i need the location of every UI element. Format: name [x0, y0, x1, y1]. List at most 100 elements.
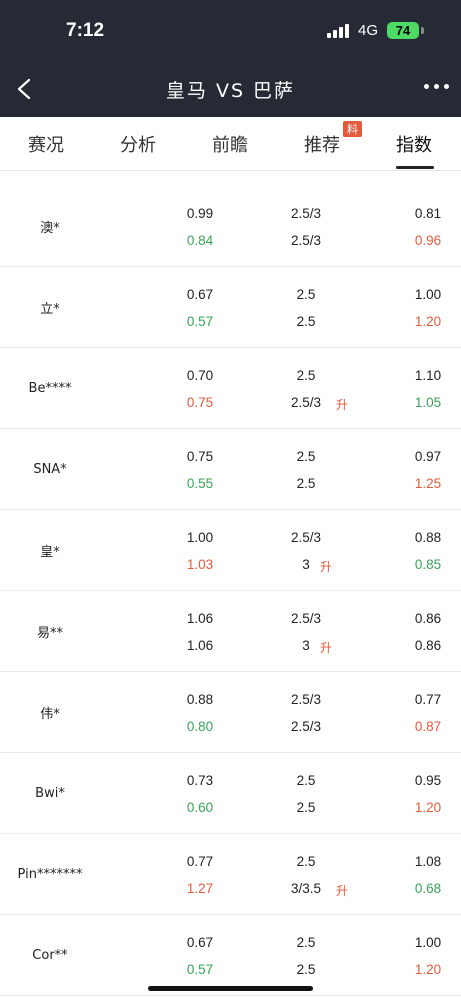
recommend-badge: 料: [343, 121, 362, 137]
away-odds-live: 0.86: [414, 638, 442, 653]
home-odds-initial: 1.06: [186, 611, 214, 626]
handicap-initial: 2.5: [296, 854, 316, 869]
battery-tip: [421, 27, 424, 34]
away-odds-initial: 0.81: [414, 206, 442, 221]
home-odds-initial: 0.73: [186, 773, 214, 788]
home-odds-initial: 0.75: [186, 449, 214, 464]
handicap-live: 3/3.5: [290, 881, 322, 896]
active-tab-indicator: [396, 166, 434, 169]
handicap-initial: 2.5: [296, 368, 316, 383]
handicap-live: 2.5: [296, 314, 316, 329]
handicap-live: 2.5/3: [290, 233, 322, 248]
odds-row[interactable]: Bwi* 0.73 0.60 2.5 2.5 0.95 1.20: [0, 753, 461, 834]
tab-recommend[interactable]: 推荐: [304, 135, 340, 156]
away-odds-initial: 0.97: [414, 449, 442, 464]
home-indicator: [148, 986, 313, 991]
odds-row[interactable]: 立* 0.67 0.57 2.5 2.5 1.00 1.20: [0, 267, 461, 348]
signal-icon: [327, 24, 352, 38]
home-odds-initial: 0.88: [186, 692, 214, 707]
rise-indicator: 升: [320, 560, 333, 574]
away-odds-initial: 0.86: [414, 611, 442, 626]
network-type: 4G: [358, 22, 379, 39]
home-odds-initial: 0.67: [186, 287, 214, 302]
home-odds-live: 0.57: [186, 314, 214, 329]
away-odds-live: 0.96: [414, 233, 442, 248]
odds-row[interactable]: Be**** 0.70 0.75 2.5 2.5/3 升 1.10 1.05: [0, 348, 461, 429]
bookmaker-name: Bwi*: [35, 785, 65, 801]
home-odds-live: 0.55: [186, 476, 214, 491]
away-odds-live: 1.25: [414, 476, 442, 491]
odds-row[interactable]: 易** 1.06 1.06 2.5/3 3 升 0.86 0.86: [0, 591, 461, 672]
home-odds-initial: 0.77: [186, 854, 214, 869]
tab-analysis[interactable]: 分析: [120, 135, 156, 156]
odds-row[interactable]: SNA* 0.75 0.55 2.5 2.5 0.97 1.25: [0, 429, 461, 510]
bookmaker-name: 伟*: [40, 706, 60, 722]
handicap-live: 2.5: [296, 962, 316, 977]
away-odds-live: 0.87: [414, 719, 442, 734]
away-odds-live: 1.05: [414, 395, 442, 410]
home-odds-live: 1.03: [186, 557, 214, 572]
home-odds-initial: 0.70: [186, 368, 214, 383]
away-odds-live: 1.20: [414, 314, 442, 329]
home-odds-initial: 0.67: [186, 935, 214, 950]
handicap-initial: 2.5/3: [290, 611, 322, 626]
handicap-live: 2.5: [296, 800, 316, 815]
bookmaker-name: 澳*: [40, 220, 60, 236]
bookmaker-name: SNA*: [33, 461, 67, 477]
away-odds-initial: 0.77: [414, 692, 442, 707]
rise-indicator: 升: [336, 884, 349, 898]
handicap-initial: 2.5: [296, 287, 316, 302]
rise-indicator: 升: [336, 398, 349, 412]
bookmaker-name: 立*: [40, 301, 60, 317]
away-odds-live: 0.68: [414, 881, 442, 896]
home-odds-live: 0.84: [186, 233, 214, 248]
home-odds-live: 0.60: [186, 800, 214, 815]
tab-live[interactable]: 赛况: [28, 135, 64, 156]
back-icon[interactable]: [14, 78, 36, 100]
home-odds-initial: 0.99: [186, 206, 214, 221]
away-odds-initial: 0.95: [414, 773, 442, 788]
odds-row[interactable]: Pin******* 0.77 1.27 2.5 3/3.5 升 1.08 0.68: [0, 834, 461, 915]
match-title: 皇马 VS 巴萨: [165, 80, 296, 102]
tab-preview[interactable]: 前瞻: [212, 135, 248, 156]
handicap-initial: 2.5: [296, 935, 316, 950]
away-odds-initial: 1.00: [414, 935, 442, 950]
handicap-initial: 2.5: [296, 773, 316, 788]
handicap-live: 2.5: [296, 476, 316, 491]
away-odds-initial: 1.10: [414, 368, 442, 383]
top-header: 7:12 4G 74 皇马 VS 巴萨: [0, 0, 461, 117]
handicap-live: 3: [302, 638, 310, 653]
bookmaker-name: Pin*******: [17, 866, 83, 882]
odds-row[interactable]: 伟* 0.88 0.80 2.5/3 2.5/3 0.77 0.87: [0, 672, 461, 753]
away-odds-initial: 0.88: [414, 530, 442, 545]
away-odds-initial: 1.00: [414, 287, 442, 302]
home-odds-live: 1.06: [186, 638, 214, 653]
home-odds-live: 0.57: [186, 962, 214, 977]
odds-row[interactable]: Cor** 0.67 0.57 2.5 2.5 1.00 1.20: [0, 915, 461, 996]
handicap-live: 3: [302, 557, 310, 572]
home-odds-live: 0.80: [186, 719, 214, 734]
handicap-initial: 2.5/3: [290, 530, 322, 545]
bookmaker-name: Be****: [28, 380, 72, 396]
home-odds-initial: 1.00: [186, 530, 214, 545]
tab-odds[interactable]: 指数: [396, 135, 432, 156]
status-time: 7:12: [66, 20, 105, 41]
bookmaker-name: Cor**: [32, 947, 68, 963]
away-odds-live: 1.20: [414, 962, 442, 977]
home-odds-live: 0.75: [186, 395, 214, 410]
odds-row[interactable]: 澳* 0.99 0.84 2.5/3 2.5/3 0.81 0.96: [0, 186, 461, 267]
away-odds-live: 1.20: [414, 800, 442, 815]
handicap-initial: 2.5/3: [290, 206, 322, 221]
home-odds-live: 1.27: [186, 881, 214, 896]
more-icon[interactable]: [424, 84, 450, 92]
battery-icon: 74: [387, 22, 419, 39]
handicap-live: 2.5/3: [290, 395, 322, 410]
away-odds-initial: 1.08: [414, 854, 442, 869]
handicap-initial: 2.5/3: [290, 692, 322, 707]
away-odds-live: 0.85: [414, 557, 442, 572]
tab-bar: 赛况 分析 前瞻 推荐 料 指数: [0, 117, 461, 171]
handicap-initial: 2.5: [296, 449, 316, 464]
odds-row[interactable]: 皇* 1.00 1.03 2.5/3 3 升 0.88 0.85: [0, 510, 461, 591]
rise-indicator: 升: [320, 641, 333, 655]
handicap-live: 2.5/3: [290, 719, 322, 734]
